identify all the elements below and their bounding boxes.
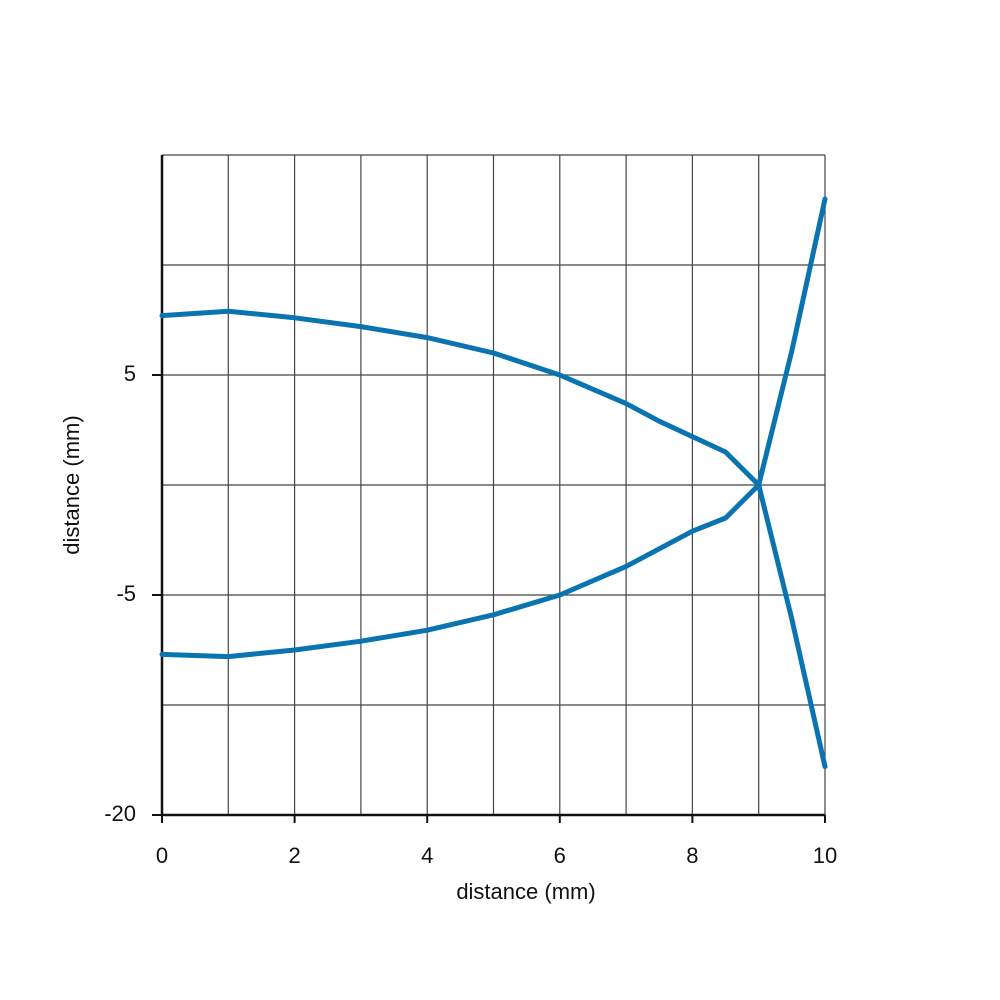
x-tick-label: 8 [686, 843, 698, 868]
y-tick-label: -20 [104, 801, 136, 826]
data-line [159, 308, 828, 770]
x-tick-label: 4 [421, 843, 433, 868]
x-tick-label: 0 [156, 843, 168, 868]
data-line [159, 196, 828, 660]
x-tick-label: 6 [554, 843, 566, 868]
y-axis-label: distance (mm) [59, 415, 84, 554]
x-tick-label: 2 [288, 843, 300, 868]
x-axis-label: distance (mm) [456, 879, 595, 904]
y-tick-label: 5 [124, 361, 136, 386]
x-tick-label: 10 [813, 843, 837, 868]
y-tick-label: -5 [116, 581, 136, 606]
